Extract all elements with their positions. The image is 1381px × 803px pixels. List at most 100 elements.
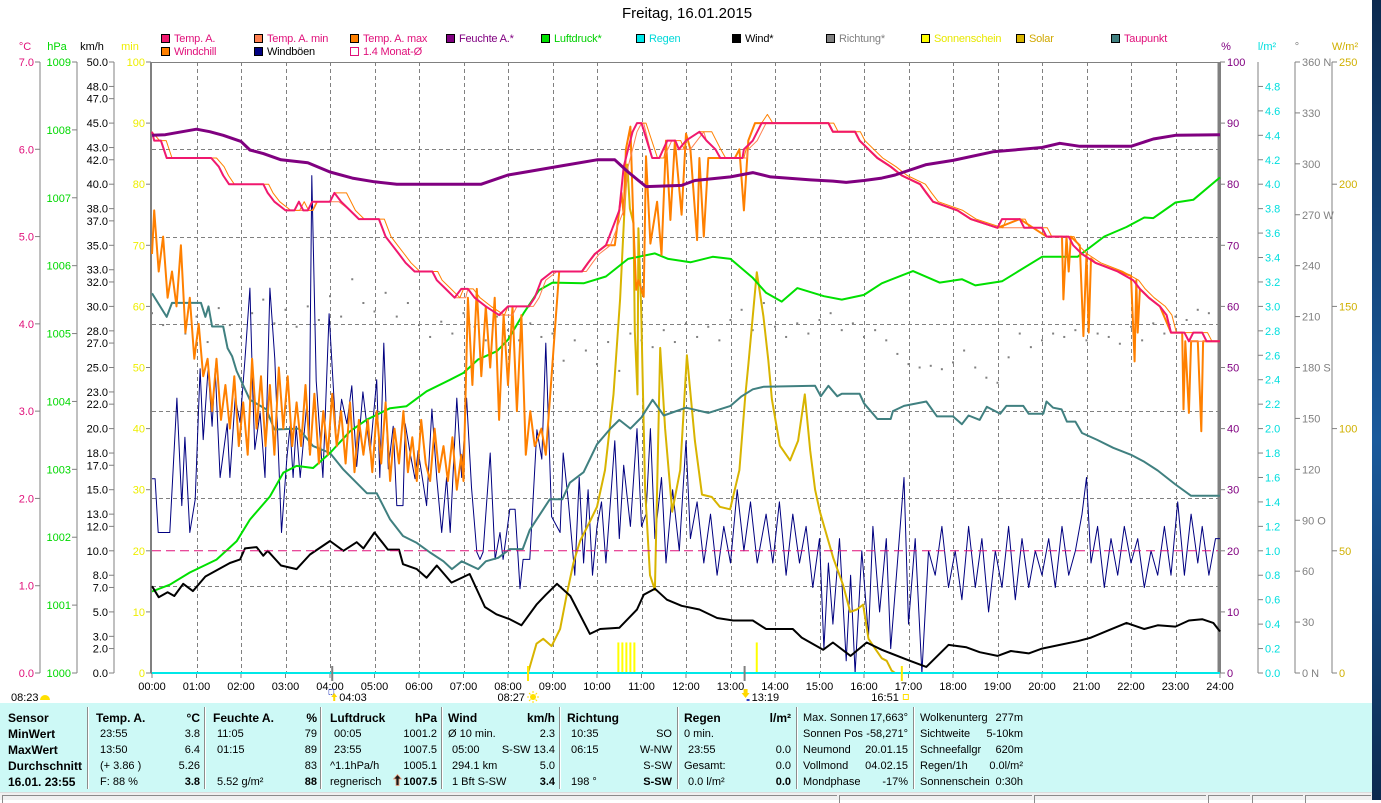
legend-item-monat-avg[interactable]: 1.4 Monat-Ø xyxy=(350,46,422,58)
richtung-dot xyxy=(1219,315,1221,318)
richtung-dot xyxy=(1130,325,1132,328)
x-tick-label: 06:00 xyxy=(405,681,433,693)
richtung-dot xyxy=(295,325,298,328)
richtung-dot xyxy=(662,329,665,332)
legend-item-luftdruck[interactable]: Luftdruck* xyxy=(541,33,602,45)
column-title: Feuchte A. xyxy=(213,711,274,725)
richtung-dot xyxy=(762,302,765,305)
tick-label-hpa: 1005 xyxy=(47,329,71,341)
astro-column: Max. Sonnen 17,663° Sonnen Pos -58,271° Ne… xyxy=(803,710,908,790)
tick-label-min: 60 xyxy=(133,301,145,313)
series-taupunkt-line xyxy=(151,292,1220,571)
legend-item-regen[interactable]: Regen xyxy=(636,33,681,45)
x-tick-label: 10:00 xyxy=(583,681,611,693)
richtung-dot xyxy=(1174,315,1177,318)
legend-item-windboeen[interactable]: Windböen xyxy=(254,46,315,58)
richtung-dot xyxy=(1052,332,1055,335)
tick-label-celsius: 1.0 xyxy=(19,581,34,593)
tick-label-kmh: 37.0 xyxy=(87,216,108,228)
legend-item-richtung[interactable]: Richtung* xyxy=(826,33,885,45)
legend-item-windchill[interactable]: Windchill xyxy=(161,46,216,58)
tick-label-celsius: 4.0 xyxy=(19,319,34,331)
cell-value: 1005.1 xyxy=(403,760,437,772)
richtung-dot xyxy=(1107,335,1110,338)
tick-label-hpa: 1008 xyxy=(47,125,71,137)
cell-value-current: 0.0 xyxy=(775,776,791,788)
cell-label: (+ 3.86 ) xyxy=(100,760,142,772)
richtung-dot xyxy=(329,295,331,298)
tick-label-lm2: 0.4 xyxy=(1265,619,1280,631)
cell-label: 10:35 xyxy=(571,728,599,740)
tick-label-kmh: 45.0 xyxy=(87,118,108,130)
cell-label: Gesamt: xyxy=(684,760,726,772)
legend-item-feuchte[interactable]: Feuchte A.* xyxy=(446,33,514,45)
status-bar xyxy=(0,792,1372,803)
legend-item-wind[interactable]: Wind* xyxy=(732,33,774,45)
tick-label-hpa: 1003 xyxy=(47,464,71,476)
legend-item-temp-a[interactable]: Temp. A. xyxy=(161,33,215,45)
richtung-dot xyxy=(1163,332,1166,335)
tick-label-deg: 150 xyxy=(1302,413,1320,425)
tick-label-kmh: 20.0 xyxy=(87,424,108,436)
axis-deg: 360 N 330 300 270 W 240 210 180 S 150 120 90 O 60 3… xyxy=(1294,41,1334,680)
richtung-dot xyxy=(974,366,977,369)
statistics-panel: Sensor MinWert MaxWert Durchschnitt 16.0… xyxy=(0,703,1372,792)
tick-label-kmh: 18.0 xyxy=(87,448,108,460)
status-segment xyxy=(1305,795,1371,803)
info-label: Regen/1h xyxy=(920,760,968,772)
legend-item-sonnenschein[interactable]: Sonnenschein xyxy=(921,33,1002,45)
x-tick-label: 14:00 xyxy=(761,681,789,693)
tick-label-kmh: 23.0 xyxy=(87,387,108,399)
richtung-dot xyxy=(774,325,776,328)
richtung-dot xyxy=(751,329,754,332)
tick-label-kmh: 35.0 xyxy=(87,240,108,252)
tick-label-celsius: 7.0 xyxy=(19,57,34,69)
legend-item-taupunkt[interactable]: Taupunkt xyxy=(1111,33,1167,45)
column-title: Richtung xyxy=(567,711,619,725)
legend-swatch-icon xyxy=(161,34,170,43)
row-label: Sensor xyxy=(8,711,49,725)
richtung-dot xyxy=(1007,356,1010,359)
legend-label: Temp. A. min xyxy=(267,33,329,45)
legend-label: Windböen xyxy=(267,46,315,58)
tick-label-deg: 210 xyxy=(1302,312,1320,324)
tick-label-kmh: 42.0 xyxy=(87,155,108,167)
richtung-dot xyxy=(551,332,554,335)
info-value: 277m xyxy=(995,712,1023,724)
richtung-dot xyxy=(673,341,676,344)
event-time: 16:51 xyxy=(871,692,899,703)
cell-label: 0.0 l/m² xyxy=(688,776,725,788)
richtung-dot xyxy=(1152,322,1155,325)
legend-label: Temp. A. max xyxy=(363,33,428,45)
tick-label-deg: 90 O xyxy=(1302,515,1326,527)
cell-value-current: 1007.5 xyxy=(403,776,437,788)
richtung-dot xyxy=(651,346,654,349)
tick-label-kmh: 48.0 xyxy=(87,81,108,93)
column-title: Regen xyxy=(684,711,721,725)
info-label: Wolkenunterg xyxy=(920,712,988,724)
legend-swatch-icon xyxy=(921,34,930,43)
richtung-dot xyxy=(540,335,543,338)
series-temp-a-line xyxy=(151,122,1220,343)
richtung-dot xyxy=(529,322,532,325)
row-label: 16.01. 23:55 xyxy=(8,775,76,789)
tick-label-min: 10 xyxy=(133,607,145,619)
richtung-dot xyxy=(907,363,910,366)
legend-item-temp-a-max[interactable]: Temp. A. max xyxy=(350,33,427,45)
legend-label: Taupunkt xyxy=(1124,33,1168,45)
cell-value: 2.3 xyxy=(539,728,555,740)
legend-label: Sonnenschein xyxy=(934,33,1002,45)
legend-item-solar[interactable]: Solar xyxy=(1016,33,1054,45)
richtung-dot xyxy=(406,302,409,305)
cell-label: 5.52 g/m² xyxy=(217,776,264,788)
richtung-dot xyxy=(929,364,932,367)
legend-item-temp-a-min[interactable]: Temp. A. min xyxy=(254,33,328,45)
cell-value: S-SW 13.4 xyxy=(501,744,555,756)
column-title: Luftdruck xyxy=(330,711,386,725)
richtung-dot xyxy=(1074,329,1077,332)
tick-label-min: 20 xyxy=(133,546,145,558)
cell-value: 89 xyxy=(304,744,317,756)
cell-label: 198 ° xyxy=(571,776,597,788)
series-feuchte xyxy=(151,127,1221,189)
cell-label: 0 min. xyxy=(684,728,714,740)
